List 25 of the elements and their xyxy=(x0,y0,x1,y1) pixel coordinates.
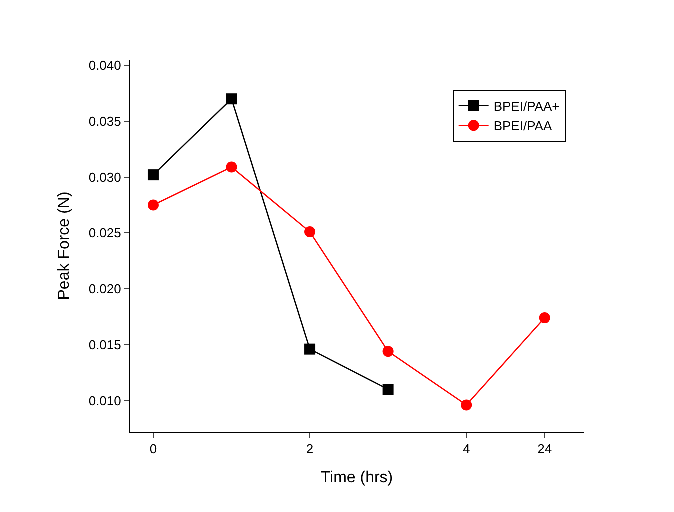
y-tick-label: 0.020 xyxy=(88,282,122,297)
point xyxy=(461,400,472,411)
x-tick-label: 4 xyxy=(462,442,470,457)
point xyxy=(226,162,238,173)
point xyxy=(148,170,159,181)
legend-label: BPEI/PAA+ xyxy=(494,98,560,114)
point xyxy=(304,344,316,355)
x-axis-title: Time (hrs) xyxy=(320,469,394,486)
point xyxy=(382,384,394,396)
y-tick-label: 0.035 xyxy=(88,114,122,129)
y-tick-label: 0.015 xyxy=(88,337,122,352)
y-tick-label: 0.040 xyxy=(88,58,122,74)
y-tick-label: 0.030 xyxy=(88,170,122,185)
y-tick-label: 0.010 xyxy=(88,393,122,408)
point xyxy=(304,226,316,238)
point xyxy=(226,94,238,105)
legend-label: BPEI/PAA xyxy=(494,118,552,134)
y-tick-label: 0.025 xyxy=(88,226,122,241)
x-tick-label: 0 xyxy=(150,442,158,457)
x-tick-label: 24 xyxy=(538,442,552,457)
point xyxy=(539,312,550,324)
x-tick-label: 2 xyxy=(306,442,314,457)
y-axis-title: Peak Force (N) xyxy=(56,192,73,300)
point xyxy=(382,346,394,358)
point xyxy=(148,200,159,211)
